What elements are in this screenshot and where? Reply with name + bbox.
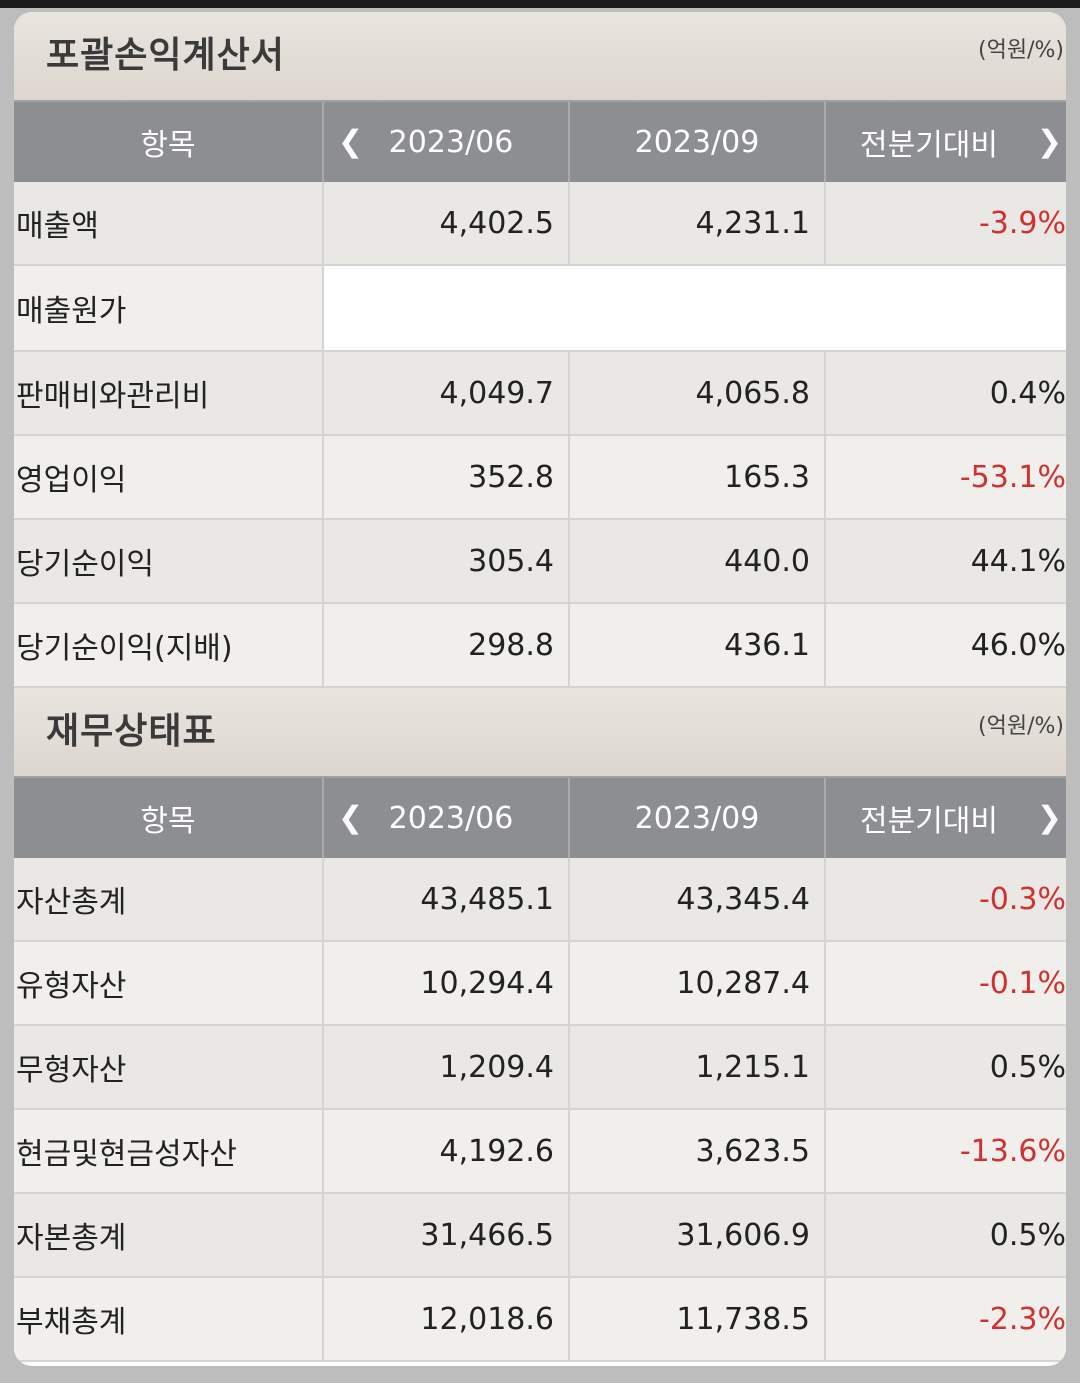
value-2023-06: 298.8 [324,604,570,686]
row-label: 유형자산 [14,942,324,1024]
value-2023-09: 43,345.4 [570,858,826,940]
change-percent: -3.9% [826,182,1066,264]
row-label: 영업이익 [14,436,324,518]
table-row: 자본총계 31,466.5 31,606.9 0.5% [14,1194,1066,1278]
col-header-chg-label: 전분기대비 [860,804,998,839]
financial-panel: 포괄손익계산서 (억원/%) 항목 ❮ 2023/06 2023/09 전분기대… [14,12,1066,1366]
change-percent: -2.3% [826,1278,1066,1360]
table-row: 판매비와관리비 4,049.7 4,065.8 0.4% [14,352,1066,436]
chevron-right-icon[interactable]: ❯ [1036,124,1062,160]
table-row: 부채총계 12,018.6 11,738.5 -2.3% [14,1278,1066,1362]
col-header-p2: 2023/09 [570,102,826,182]
balance-table-body: 자산총계 43,485.1 43,345.4 -0.3% 유형자산 10,294.4 10,… [14,858,1066,1362]
col-header-p2-label: 2023/09 [634,124,760,160]
row-label: 당기순이익 [14,520,324,602]
col-header-item: 항목 [14,102,324,182]
value-2023-09: 440.0 [570,520,826,602]
table-row: 당기순이익(지배) 298.8 436.1 46.0% [14,604,1066,688]
col-header-p2-label: 2023/09 [634,800,760,836]
row-label: 자산총계 [14,858,324,940]
change-percent: 0.4% [826,352,1066,434]
table-row: 매출액 4,402.5 4,231.1 -3.9% [14,182,1066,266]
value-2023-09: 165.3 [570,436,826,518]
change-percent: 46.0% [826,604,1066,686]
table-row: 현금및현금성자산 4,192.6 3,623.5 -13.6% [14,1110,1066,1194]
value-2023-06: 305.4 [324,520,570,602]
col-header-p1-label: 2023/06 [388,124,514,160]
col-header-item-label: 항목 [140,804,196,839]
change-percent: 0.5% [826,1194,1066,1276]
change-percent: 0.5% [826,1026,1066,1108]
balance-section-header: 재무상태표 (억원/%) [14,688,1066,776]
table-row: 무형자산 1,209.4 1,215.1 0.5% [14,1026,1066,1110]
table-row: 당기순이익 305.4 440.0 44.1% [14,520,1066,604]
row-label: 당기순이익(지배) [14,604,324,686]
col-header-item-label: 항목 [140,128,196,163]
value-2023-09: 3,623.5 [570,1110,826,1192]
income-table-body: 매출액 4,402.5 4,231.1 -3.9% 매출원가 판매비와관리비 4,049.7… [14,182,1066,688]
row-label: 자본총계 [14,1194,324,1276]
income-title: 포괄손익계산서 [46,35,285,76]
table-row: 자산총계 43,485.1 43,345.4 -0.3% [14,858,1066,942]
row-label: 부채총계 [14,1278,324,1360]
col-header-p1-label: 2023/06 [388,800,514,836]
value-2023-09: 31,606.9 [570,1194,826,1276]
change-percent: -0.1% [826,942,1066,1024]
empty-cell [324,266,1066,350]
value-2023-06: 4,402.5 [324,182,570,264]
col-header-chg: 전분기대비 ❯ [826,102,1066,182]
value-2023-09: 436.1 [570,604,826,686]
col-header-chg-label: 전분기대비 [860,128,998,163]
change-percent: -0.3% [826,858,1066,940]
value-2023-06: 1,209.4 [324,1026,570,1108]
balance-unit: (억원/%) [978,714,1064,739]
change-percent: -13.6% [826,1110,1066,1192]
income-table-header: 항목 ❮ 2023/06 2023/09 전분기대비 ❯ [14,100,1066,182]
row-label: 매출액 [14,182,324,264]
value-2023-09: 11,738.5 [570,1278,826,1360]
row-label: 매출원가 [14,266,324,350]
col-header-chg: 전분기대비 ❯ [826,778,1066,858]
value-2023-06: 4,192.6 [324,1110,570,1192]
col-header-p1: ❮ 2023/06 [324,778,570,858]
col-header-p2: 2023/09 [570,778,826,858]
col-header-item: 항목 [14,778,324,858]
status-bar-edge [0,0,1080,8]
value-2023-06: 43,485.1 [324,858,570,940]
balance-title: 재무상태표 [46,711,217,752]
change-percent: 44.1% [826,520,1066,602]
chevron-left-icon[interactable]: ❮ [338,124,364,160]
row-label: 판매비와관리비 [14,352,324,434]
value-2023-06: 31,466.5 [324,1194,570,1276]
table-row: 매출원가 [14,266,1066,352]
balance-table-header: 항목 ❮ 2023/06 2023/09 전분기대비 ❯ [14,776,1066,858]
value-2023-09: 4,065.8 [570,352,826,434]
value-2023-09: 1,215.1 [570,1026,826,1108]
row-label: 현금및현금성자산 [14,1110,324,1192]
value-2023-06: 12,018.6 [324,1278,570,1360]
table-row: 유형자산 10,294.4 10,287.4 -0.1% [14,942,1066,1026]
chevron-right-icon[interactable]: ❯ [1036,800,1062,836]
value-2023-06: 352.8 [324,436,570,518]
change-percent: -53.1% [826,436,1066,518]
value-2023-06: 10,294.4 [324,942,570,1024]
chevron-left-icon[interactable]: ❮ [338,800,364,836]
value-2023-09: 10,287.4 [570,942,826,1024]
income-unit: (억원/%) [978,38,1064,63]
row-label: 무형자산 [14,1026,324,1108]
value-2023-06: 4,049.7 [324,352,570,434]
col-header-p1: ❮ 2023/06 [324,102,570,182]
table-row: 영업이익 352.8 165.3 -53.1% [14,436,1066,520]
value-2023-09: 4,231.1 [570,182,826,264]
income-section-header: 포괄손익계산서 (억원/%) [14,12,1066,100]
